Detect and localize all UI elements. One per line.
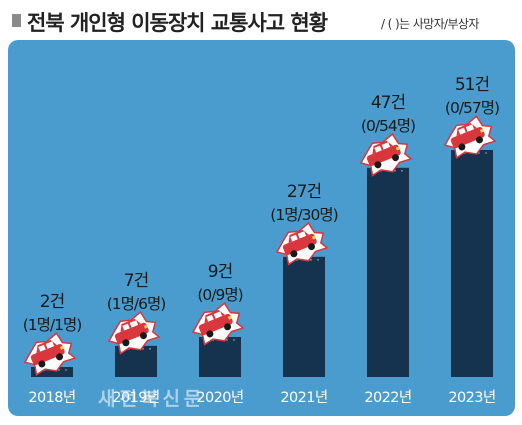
bar-2021년	[283, 256, 325, 377]
car-crash-icon	[275, 221, 329, 266]
car-crash-icon	[23, 332, 77, 376]
bar-2018년	[31, 367, 73, 377]
debris-dot	[401, 170, 403, 172]
chart-header: 전북 개인형 이동장치 교통사고 현황 / ( )는 사망자/부상자	[0, 0, 522, 40]
title-marker	[12, 14, 21, 27]
value-label: 47건	[371, 93, 405, 113]
car-crash-icon	[191, 302, 245, 346]
x-tick-label: 2023년	[448, 389, 495, 406]
debris-dot	[226, 339, 228, 341]
x-tick-label: 2018년	[28, 389, 75, 406]
watermark: 새전북신문	[98, 388, 206, 410]
debris-dot	[65, 369, 67, 371]
legend-note: / ( )는 사망자/부상자	[381, 17, 479, 31]
debris-dot	[58, 369, 60, 371]
value-label: 27건	[287, 182, 321, 202]
chart-title: 전북 개인형 이동장치 교통사고 현황	[27, 11, 328, 35]
bar-chart: 2건 (1명/1명) 2018년 7건 (1명/6명) 2019년 9건 (0/9명) 2020…	[23, 75, 500, 406]
car-crash-icon	[443, 115, 497, 159]
casualty-label: (0/54명)	[361, 117, 415, 135]
debris-dot	[485, 152, 487, 154]
value-label: 7건	[124, 271, 148, 291]
debris-dot	[317, 259, 319, 261]
car-crash-icon	[107, 310, 161, 355]
car-crash-icon	[359, 132, 413, 177]
debris-dot	[149, 348, 151, 350]
casualty-label: (1명/6명)	[107, 295, 166, 313]
casualty-label: (0/9명)	[197, 286, 242, 304]
value-label: 51건	[455, 75, 489, 95]
debris-dot	[233, 339, 235, 341]
x-tick-label: 2020년	[196, 389, 243, 406]
bar-2022년	[367, 167, 409, 377]
chart-panel: 2건 (1명/1명) 2018년 7건 (1명/6명) 2019년 9건 (0/9명) 2020…	[8, 40, 515, 416]
debris-dot	[394, 170, 396, 172]
bar-2023년	[451, 150, 493, 377]
value-label: 9건	[208, 262, 232, 282]
casualty-label: (0/57명)	[445, 99, 499, 117]
x-tick-label: 2022년	[364, 389, 411, 406]
debris-dot	[310, 259, 312, 261]
casualty-label: (1명/1명)	[23, 316, 82, 334]
x-tick-label: 2021년	[280, 389, 327, 406]
value-label: 2건	[40, 292, 64, 312]
debris-dot	[142, 348, 144, 350]
x-tick-label: 2019년	[112, 389, 159, 406]
casualty-label: (1명/30명)	[270, 206, 337, 224]
debris-dot	[478, 152, 480, 154]
